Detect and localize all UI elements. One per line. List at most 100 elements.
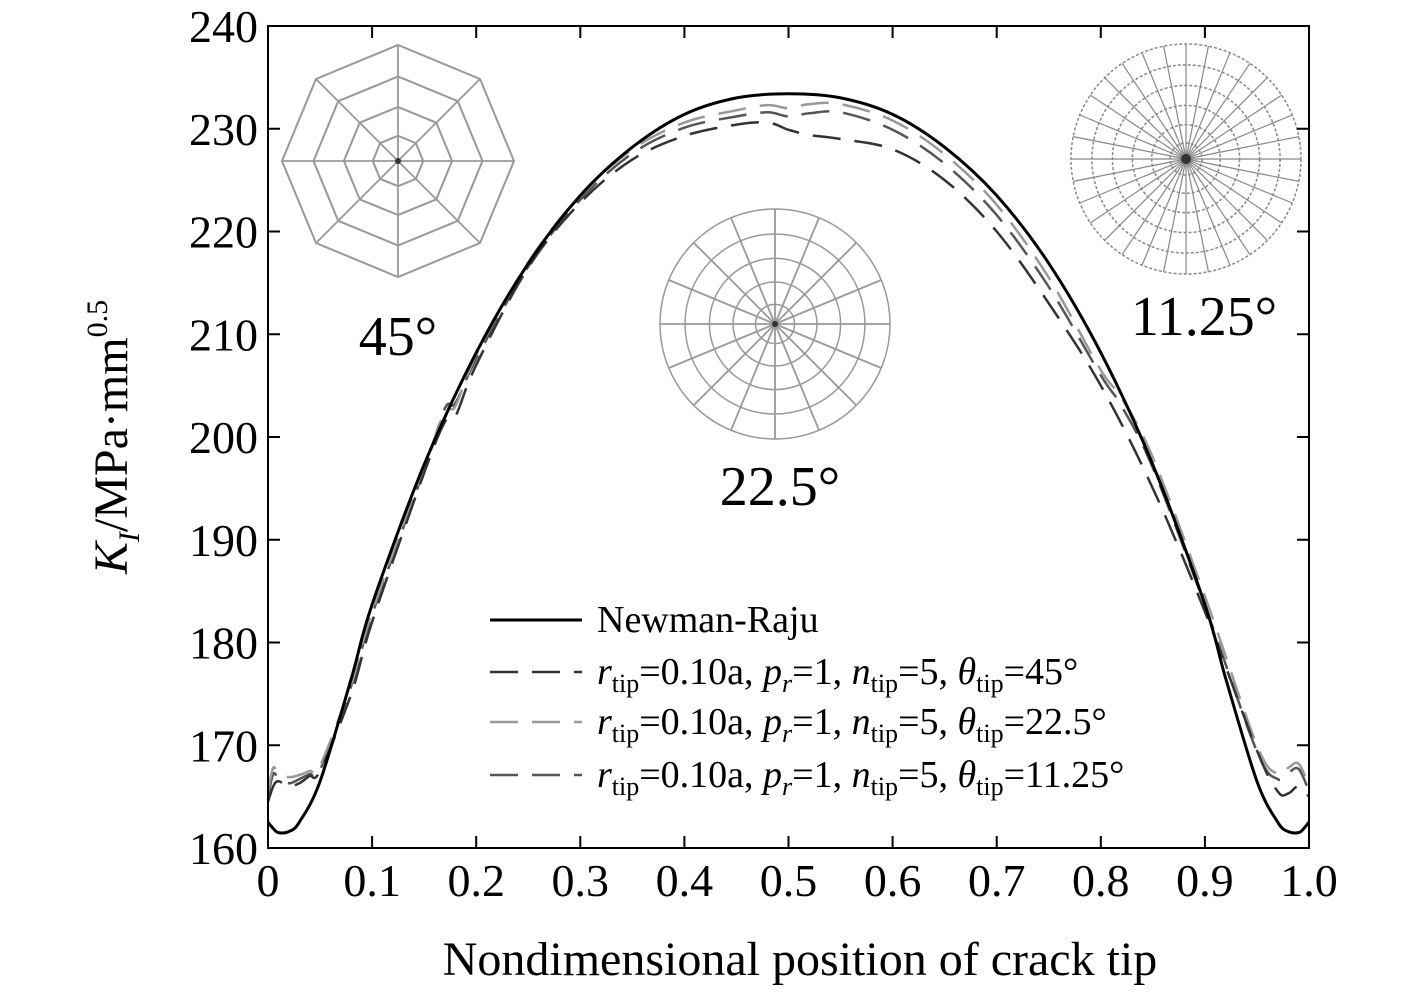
mesh-center: [772, 321, 778, 327]
legend-label-0: Newman-Raju: [597, 599, 819, 641]
y-tick-label: 230: [189, 104, 258, 155]
axis-ticks: 0 0.1 0.2 0.3 0.4 0.5 0.6 0.7 0.8 0.9 1.0 160 170 180…: [189, 1, 1338, 906]
legend-label-part: =45°: [1004, 651, 1079, 693]
mesh-spoke: [397, 160, 481, 244]
x-tick-label: 0.5: [760, 855, 818, 906]
mesh-insets: 45° 22.5° 11.25°: [280, 43, 1302, 518]
y-tick-label: 170: [189, 720, 258, 771]
y-axis-title-unit: /MPa·mm: [85, 337, 138, 532]
mesh-spoke: [1163, 158, 1187, 272]
y-tick-label: 180: [189, 618, 258, 669]
legend-label-part: =5,: [898, 651, 957, 693]
mesh-spoke: [774, 323, 882, 369]
mesh-spoke: [730, 217, 776, 325]
y-tick-label: 160: [189, 823, 258, 874]
mesh-center: [1181, 154, 1191, 164]
mesh-spoke: [668, 323, 776, 369]
x-tick-label: 0.3: [552, 855, 610, 906]
mesh-spoke: [1079, 114, 1187, 160]
mesh-spoke: [668, 279, 776, 325]
legend-label-part: r: [597, 651, 612, 693]
mesh-center: [395, 158, 401, 164]
legend-label-part: =0.10a,: [639, 754, 763, 796]
mesh-spoke: [693, 323, 776, 406]
x-tick-label: 0.4: [656, 855, 714, 906]
y-tick-label: 220: [189, 207, 258, 258]
mesh-inset-label: 45°: [359, 306, 437, 368]
y-axis-title-subscript: I: [113, 530, 146, 543]
y-axis-title-symbol: K: [85, 539, 138, 575]
mesh-spoke: [1163, 46, 1187, 160]
legend-label-part: n: [852, 754, 871, 796]
legend-label-part: Newman-Raju: [597, 599, 819, 641]
mesh-spoke: [397, 78, 481, 162]
mesh-spoke: [1079, 158, 1187, 204]
mesh-spoke: [1141, 158, 1187, 266]
mesh-inset-2: 11.25°: [1070, 43, 1302, 348]
mesh-spoke: [1073, 158, 1187, 182]
series-line-0: [266, 92, 1311, 835]
x-tick-label: 0.6: [864, 855, 922, 906]
legend-label-part: tip: [976, 719, 1003, 748]
legend-label-part: tip: [612, 669, 639, 698]
mesh-spoke: [1185, 158, 1268, 241]
x-axis-title: Nondimensional position of crack tip: [443, 933, 1158, 986]
mesh-spoke: [315, 160, 399, 244]
y-axis-title: KI/MPa·mm0.5: [81, 300, 146, 575]
mesh-inset-label: 11.25°: [1131, 286, 1277, 348]
legend-label-part: tip: [871, 719, 898, 748]
mesh-spoke: [315, 78, 399, 162]
legend-label-part: tip: [871, 772, 898, 801]
legend-label-part: =5,: [898, 701, 957, 743]
mesh-spoke: [1141, 52, 1187, 160]
legend-label-part: tip: [612, 719, 639, 748]
legend-label-part: =5,: [898, 754, 957, 796]
legend-label-part: r: [782, 719, 793, 748]
mesh-spoke: [1185, 46, 1209, 160]
legend-label-part: =22.5°: [1004, 701, 1107, 743]
legend-label-part: θ: [958, 754, 977, 796]
legend-label-2: rtip=0.10a, pr=1, ntip=5, θtip=22.5°: [597, 701, 1107, 748]
mesh-spoke: [693, 242, 776, 325]
mesh-spoke: [1090, 94, 1187, 160]
mesh-spoke: [1090, 158, 1187, 224]
mesh-inset-1: 22.5°: [659, 208, 891, 518]
legend-label-1: rtip=0.10a, pr=1, ntip=5, θtip=45°: [597, 651, 1078, 698]
legend-label-part: =1,: [792, 651, 851, 693]
legend-label-part: tip: [871, 669, 898, 698]
mesh-spoke: [774, 323, 857, 406]
x-tick-label: 0: [257, 855, 280, 906]
mesh-spoke: [1185, 94, 1282, 160]
legend-label-part: p: [760, 754, 782, 796]
mesh-spoke: [1185, 158, 1231, 266]
mesh-spoke: [1185, 77, 1268, 160]
x-tick-label: 0.2: [447, 855, 505, 906]
mesh-spoke: [1185, 114, 1293, 160]
legend-label-part: p: [760, 651, 782, 693]
x-tick-label: 0.7: [968, 855, 1026, 906]
mesh-spoke: [1185, 158, 1282, 224]
series-line-1: [266, 120, 1310, 803]
legend-label-part: =1,: [792, 701, 851, 743]
legend-label-part: θ: [958, 701, 977, 743]
mesh-spoke: [1185, 63, 1251, 160]
mesh-inset-label: 22.5°: [720, 456, 840, 518]
series-layer: [266, 92, 1311, 835]
y-axis-title-superscript: 0.5: [81, 300, 114, 338]
x-tick-label: 0.9: [1176, 855, 1234, 906]
legend-label-part: r: [597, 701, 612, 743]
mesh-spoke: [774, 217, 820, 325]
mesh-spoke: [1104, 158, 1187, 241]
x-tick-label: 0.1: [343, 855, 401, 906]
mesh-spoke: [1185, 158, 1251, 255]
x-tick-label: 0.8: [1072, 855, 1130, 906]
legend-label-part: r: [782, 772, 793, 801]
legend-label-3: rtip=0.10a, pr=1, ntip=5, θtip=11.25°: [597, 754, 1124, 801]
legend-label-part: p: [760, 701, 782, 743]
x-tick-label: 1.0: [1280, 855, 1338, 906]
mesh-spoke: [774, 279, 882, 325]
mesh-spoke: [1121, 63, 1187, 160]
y-tick-label: 240: [189, 1, 258, 52]
mesh-spoke: [774, 242, 857, 325]
